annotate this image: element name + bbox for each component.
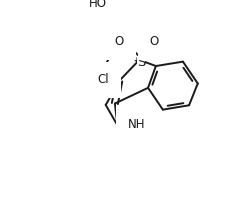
Text: O: O — [149, 35, 158, 48]
Text: NH: NH — [127, 118, 145, 131]
Text: O: O — [114, 35, 123, 48]
Text: S: S — [136, 56, 145, 69]
Text: HO: HO — [89, 0, 106, 10]
Text: Cl: Cl — [97, 74, 108, 87]
